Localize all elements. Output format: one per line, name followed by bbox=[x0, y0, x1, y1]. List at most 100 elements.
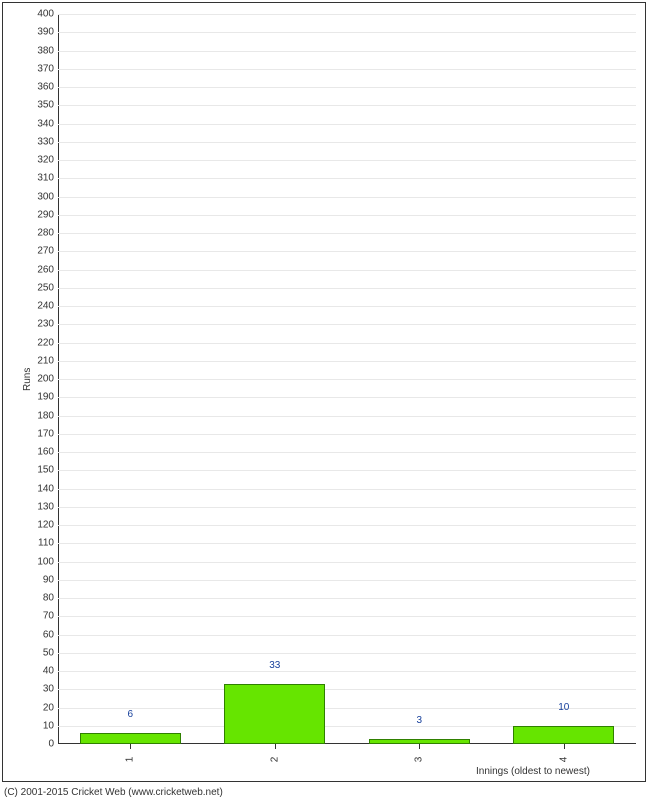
gridline bbox=[58, 87, 636, 88]
gridline bbox=[58, 708, 636, 709]
y-tick-label: 400 bbox=[37, 9, 54, 20]
y-tick-label: 140 bbox=[37, 483, 54, 494]
y-tick-label: 70 bbox=[43, 611, 54, 622]
gridline bbox=[58, 562, 636, 563]
gridline bbox=[58, 653, 636, 654]
gridline bbox=[58, 69, 636, 70]
y-tick-label: 360 bbox=[37, 82, 54, 93]
y-tick-label: 330 bbox=[37, 136, 54, 147]
y-tick-label: 210 bbox=[37, 355, 54, 366]
x-tick-label: 4 bbox=[558, 757, 569, 763]
gridline bbox=[58, 32, 636, 33]
y-tick-label: 240 bbox=[37, 301, 54, 312]
gridline bbox=[58, 543, 636, 544]
bar-value-label: 3 bbox=[416, 715, 422, 726]
gridline bbox=[58, 105, 636, 106]
y-tick-label: 290 bbox=[37, 209, 54, 220]
y-tick-label: 100 bbox=[37, 556, 54, 567]
gridline bbox=[58, 434, 636, 435]
gridline bbox=[58, 51, 636, 52]
x-tick-label: 3 bbox=[414, 757, 425, 763]
gridline bbox=[58, 525, 636, 526]
gridline bbox=[58, 160, 636, 161]
y-tick-label: 320 bbox=[37, 155, 54, 166]
y-tick-label: 120 bbox=[37, 520, 54, 531]
gridline bbox=[58, 178, 636, 179]
gridline bbox=[58, 452, 636, 453]
y-tick-label: 90 bbox=[43, 574, 54, 585]
y-tick-label: 260 bbox=[37, 264, 54, 275]
y-tick-label: 190 bbox=[37, 392, 54, 403]
chart-frame: 0102030405060708090100110120130140150160… bbox=[0, 0, 650, 800]
y-tick-label: 370 bbox=[37, 63, 54, 74]
y-tick-label: 150 bbox=[37, 465, 54, 476]
bar bbox=[369, 739, 470, 744]
gridline bbox=[58, 470, 636, 471]
y-tick-label: 350 bbox=[37, 100, 54, 111]
gridline bbox=[58, 598, 636, 599]
gridline bbox=[58, 507, 636, 508]
y-tick-label: 0 bbox=[48, 739, 54, 750]
x-axis-title: Innings (oldest to newest) bbox=[476, 766, 590, 777]
y-axis-title: Runs bbox=[22, 368, 33, 391]
gridline bbox=[58, 14, 636, 15]
gridline bbox=[58, 124, 636, 125]
y-tick-label: 280 bbox=[37, 228, 54, 239]
gridline bbox=[58, 580, 636, 581]
y-tick-label: 10 bbox=[43, 720, 54, 731]
gridline bbox=[58, 489, 636, 490]
y-tick-label: 130 bbox=[37, 501, 54, 512]
y-tick-label: 40 bbox=[43, 666, 54, 677]
copyright-text: (C) 2001-2015 Cricket Web (www.cricketwe… bbox=[4, 787, 223, 798]
y-tick-label: 220 bbox=[37, 337, 54, 348]
gridline bbox=[58, 288, 636, 289]
x-tick-mark bbox=[275, 744, 276, 749]
y-tick-label: 230 bbox=[37, 319, 54, 330]
y-tick-label: 180 bbox=[37, 410, 54, 421]
y-tick-label: 60 bbox=[43, 629, 54, 640]
y-tick-label: 310 bbox=[37, 173, 54, 184]
gridline bbox=[58, 671, 636, 672]
x-tick-label: 1 bbox=[125, 757, 136, 763]
gridline bbox=[58, 251, 636, 252]
y-tick-label: 250 bbox=[37, 282, 54, 293]
bar-value-label: 6 bbox=[127, 709, 133, 720]
bar bbox=[80, 733, 181, 744]
gridline bbox=[58, 270, 636, 271]
y-tick-label: 380 bbox=[37, 45, 54, 56]
bar-value-label: 33 bbox=[269, 660, 280, 671]
y-tick-label: 390 bbox=[37, 27, 54, 38]
gridline bbox=[58, 197, 636, 198]
gridline bbox=[58, 397, 636, 398]
gridline bbox=[58, 343, 636, 344]
gridline bbox=[58, 233, 636, 234]
gridline bbox=[58, 142, 636, 143]
gridline bbox=[58, 306, 636, 307]
y-tick-label: 110 bbox=[38, 538, 54, 549]
gridline bbox=[58, 361, 636, 362]
y-tick-label: 50 bbox=[43, 647, 54, 658]
y-tick-label: 340 bbox=[37, 118, 54, 129]
bar bbox=[224, 684, 325, 744]
y-tick-label: 270 bbox=[37, 246, 54, 257]
y-tick-label: 300 bbox=[37, 191, 54, 202]
bar bbox=[513, 726, 614, 744]
y-tick-label: 80 bbox=[43, 593, 54, 604]
y-tick-label: 160 bbox=[37, 447, 54, 458]
gridline bbox=[58, 324, 636, 325]
gridline bbox=[58, 616, 636, 617]
x-tick-label: 2 bbox=[269, 757, 280, 763]
gridline bbox=[58, 635, 636, 636]
gridline bbox=[58, 416, 636, 417]
bar-value-label: 10 bbox=[558, 702, 569, 713]
x-tick-mark bbox=[564, 744, 565, 749]
y-tick-label: 30 bbox=[43, 684, 54, 695]
plot-area: 0102030405060708090100110120130140150160… bbox=[58, 14, 636, 744]
x-tick-mark bbox=[130, 744, 131, 749]
gridline bbox=[58, 215, 636, 216]
x-tick-mark bbox=[419, 744, 420, 749]
y-tick-label: 200 bbox=[37, 374, 54, 385]
y-tick-label: 170 bbox=[37, 428, 54, 439]
gridline bbox=[58, 379, 636, 380]
y-tick-label: 20 bbox=[43, 702, 54, 713]
